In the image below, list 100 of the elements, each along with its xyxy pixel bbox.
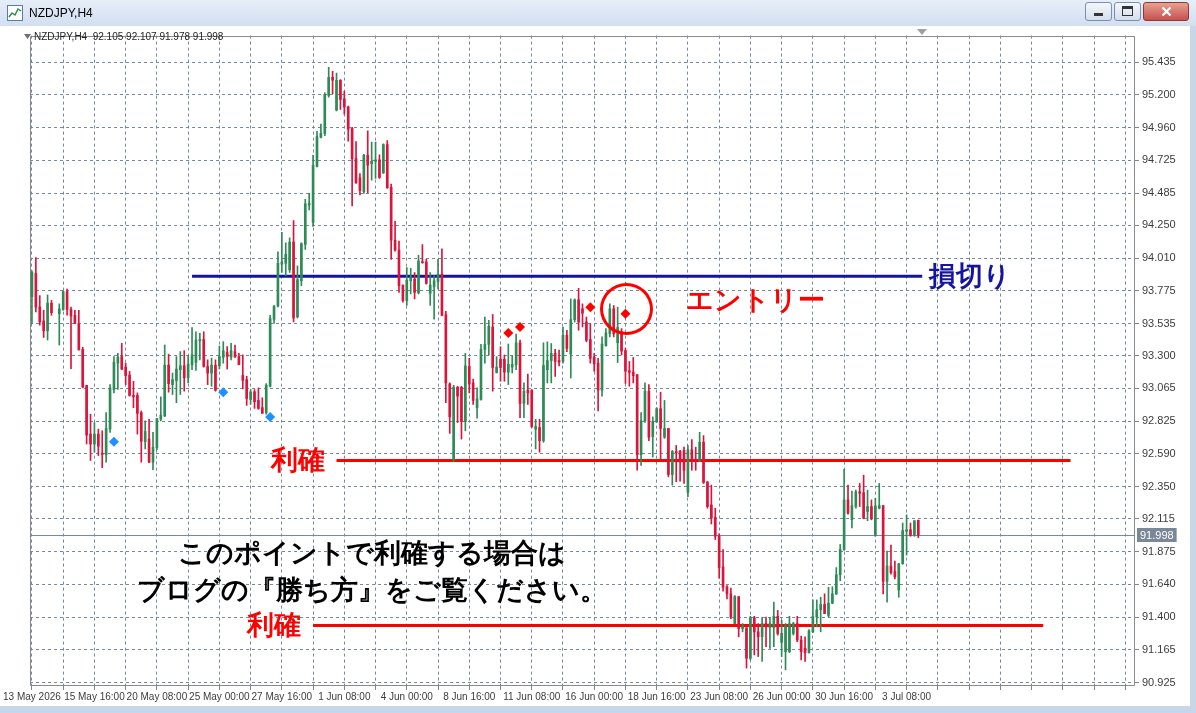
y-tick-label: 95.200 [1142,87,1176,100]
candlestick [253,389,256,409]
candlestick [577,288,580,331]
candlestick [698,431,701,462]
x-tick-label: 15 May 16:00 [64,690,126,702]
candlestick [452,384,455,463]
candlestick [413,272,416,300]
candlestick [366,130,370,193]
candlestick [866,489,869,522]
x-tick-label: 30 Jun 16:00 [815,690,874,702]
y-tick-label: 94.725 [1142,153,1176,166]
candlestick [694,446,698,471]
candlestick [210,357,213,387]
series-label: 利確 [269,444,325,475]
x-tick-label: 8 Jun 16:00 [443,690,496,702]
point [515,321,526,332]
annotation: エントリー [686,284,826,317]
candlestick [819,596,823,633]
candlestick [741,623,744,633]
candlestick [663,400,666,439]
candlestick [464,353,467,432]
candlestick [737,596,741,638]
candlestick [214,359,217,392]
y-tick-label: 93.535 [1142,316,1176,329]
candlestick [218,345,221,370]
annotation: ブログの『勝ち方』をご覧ください。 [136,574,608,607]
candlestick [335,72,338,112]
y-tick-label: 93.300 [1142,349,1176,362]
y-tick-label: 95.435 [1142,55,1176,68]
candlestick [370,141,373,181]
x-tick-label: 4 Jun 00:00 [380,690,434,702]
candlestick [538,418,541,453]
candlestick [249,389,252,405]
candlestick [424,258,428,285]
y-tick-label: 94.250 [1142,218,1176,231]
candlestick [179,351,182,395]
candlestick [260,397,264,414]
y-tick-label: 93.775 [1142,283,1176,296]
y-tick-label: 94.010 [1142,251,1176,264]
y-tick-label: 94.485 [1142,186,1176,199]
y-tick-label: 91.400 [1142,610,1176,623]
candlestick [534,418,537,450]
point [108,436,119,447]
y-tick-label: 90.925 [1142,675,1176,688]
x-tick-label: 18 Jun 16:00 [627,690,687,702]
y-tick-label: 92.590 [1142,446,1176,459]
y-tick-label: 91.640 [1142,577,1176,590]
x-tick-label: 11 Jun 08:00 [503,690,561,702]
candlestick [460,385,463,440]
candlestick [257,387,260,410]
series-label: 利確 [246,609,302,640]
candlestick [870,499,873,521]
y-tick-label: 92.115 [1142,511,1175,524]
candlestick [659,391,662,461]
candlestick [50,300,53,316]
candlestick [823,593,826,614]
candlestick [374,141,377,179]
point [265,411,276,422]
x-tick-label: 1 Jun 08:00 [318,690,371,702]
candlestick [100,430,104,468]
series-label: 損切り [928,260,1012,291]
candlestick [167,353,170,393]
annotation: このポイントで利確する場合は [177,537,567,570]
candlestick [549,343,553,384]
point [620,308,631,319]
chart-title: NZDJPY,H4 [29,6,93,20]
candlestick [378,154,381,179]
x-tick-label: 25 May 00:00 [189,690,251,702]
candlestick [171,372,174,395]
candlestick [874,497,877,537]
candlestick [93,422,96,453]
candlestick [288,237,291,273]
candlestick [780,619,783,657]
x-tick-label: 20 May 08:00 [126,690,188,702]
candlestick [456,385,459,423]
candlestick [674,445,678,483]
y-tick-label: 91.875 [1142,544,1176,557]
candlestick [862,474,865,520]
candlestick [225,346,229,370]
candlestick [503,354,506,382]
candlestick [128,371,131,397]
x-tick-label: 16 Jun 00:00 [565,690,624,702]
x-tick-label: 26 Jun 00:00 [752,690,811,702]
candlestick [745,627,748,669]
candlestick [331,71,334,95]
candlestick [417,255,420,295]
x-tick-label: 27 May 16:00 [251,690,313,702]
candlestick [788,615,791,653]
candlestick [557,349,561,367]
point [218,387,229,398]
candlestick [46,294,49,341]
y-tick-label: 93.065 [1142,381,1176,394]
y-tick-label: 92.350 [1142,479,1176,492]
x-tick-label: 3 Jul 08:00 [882,690,932,702]
y-tick-label: 91.165 [1142,642,1176,655]
candlestick [495,356,498,374]
candlestick [909,522,912,537]
y-tick-label: 94.960 [1142,120,1176,133]
ref-line-label: 91.998 [1140,528,1174,541]
candlestick [491,314,495,392]
